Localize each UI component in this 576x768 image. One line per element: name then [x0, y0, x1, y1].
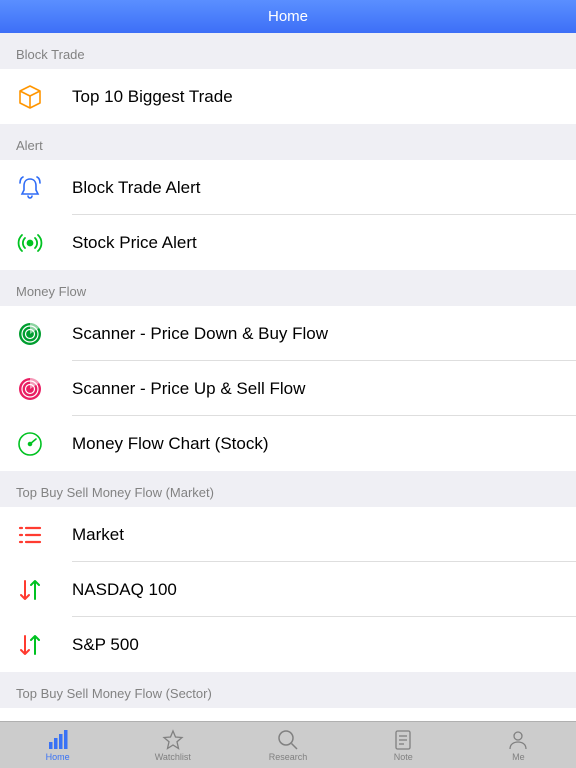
tabbar: Home Watchlist Research Note Me — [0, 721, 576, 768]
list-item[interactable]: Stock Price Alert — [0, 215, 576, 270]
section-header-sector: Top Buy Sell Money Flow (Sector) — [0, 672, 576, 708]
arrows-updown-icon — [16, 576, 44, 604]
radar-green-icon — [16, 320, 44, 348]
list-icon — [16, 521, 44, 549]
header-title: Home — [268, 8, 308, 25]
list-item-label: Scanner - Price Up & Sell Flow — [72, 379, 305, 399]
list-item-label: Scanner - Price Down & Buy Flow — [72, 324, 328, 344]
tab-watchlist[interactable]: Watchlist — [115, 722, 230, 768]
chart-icon — [47, 729, 69, 751]
list-item[interactable]: Top 10 Biggest Trade — [0, 69, 576, 124]
list-item[interactable]: Materials — [0, 708, 576, 721]
bell-icon — [16, 174, 44, 202]
section-header-alert: Alert — [0, 124, 576, 160]
section-header-market: Top Buy Sell Money Flow (Market) — [0, 471, 576, 507]
star-icon — [162, 729, 184, 751]
list-item-label: Market — [72, 525, 124, 545]
radar-magenta-icon — [16, 375, 44, 403]
list-item[interactable]: Money Flow Chart (Stock) — [0, 416, 576, 471]
broadcast-icon — [16, 229, 44, 257]
header: Home — [0, 0, 576, 33]
list-item[interactable]: Block Trade Alert — [0, 160, 576, 215]
list-item[interactable]: NASDAQ 100 — [0, 562, 576, 617]
tab-research[interactable]: Research — [230, 722, 345, 768]
list-item[interactable]: Market — [0, 507, 576, 562]
tab-me[interactable]: Me — [461, 722, 576, 768]
section-header-money-flow: Money Flow — [0, 270, 576, 306]
tab-label: Me — [512, 752, 525, 762]
tab-label: Research — [269, 752, 308, 762]
list-item-label: Money Flow Chart (Stock) — [72, 434, 269, 454]
content-scroll[interactable]: Block Trade Top 10 Biggest Trade Alert B… — [0, 33, 576, 721]
note-icon — [392, 729, 414, 751]
section-header-block-trade: Block Trade — [0, 33, 576, 69]
tab-note[interactable]: Note — [346, 722, 461, 768]
gauge-icon — [16, 430, 44, 458]
list-item[interactable]: S&P 500 — [0, 617, 576, 672]
arrows-updown-icon — [16, 631, 44, 659]
tab-home[interactable]: Home — [0, 722, 115, 768]
tab-label: Note — [394, 752, 413, 762]
search-icon — [277, 729, 299, 751]
list-item-label: Stock Price Alert — [72, 233, 197, 253]
tab-label: Home — [46, 752, 70, 762]
list-item[interactable]: Scanner - Price Up & Sell Flow — [0, 361, 576, 416]
list-item[interactable]: Scanner - Price Down & Buy Flow — [0, 306, 576, 361]
cube-icon — [16, 83, 44, 111]
tab-label: Watchlist — [155, 752, 191, 762]
list-item-label: Block Trade Alert — [72, 178, 201, 198]
list-item-label: S&P 500 — [72, 635, 139, 655]
list-item-label: Top 10 Biggest Trade — [72, 87, 233, 107]
list-item-label: NASDAQ 100 — [72, 580, 177, 600]
person-icon — [507, 729, 529, 751]
